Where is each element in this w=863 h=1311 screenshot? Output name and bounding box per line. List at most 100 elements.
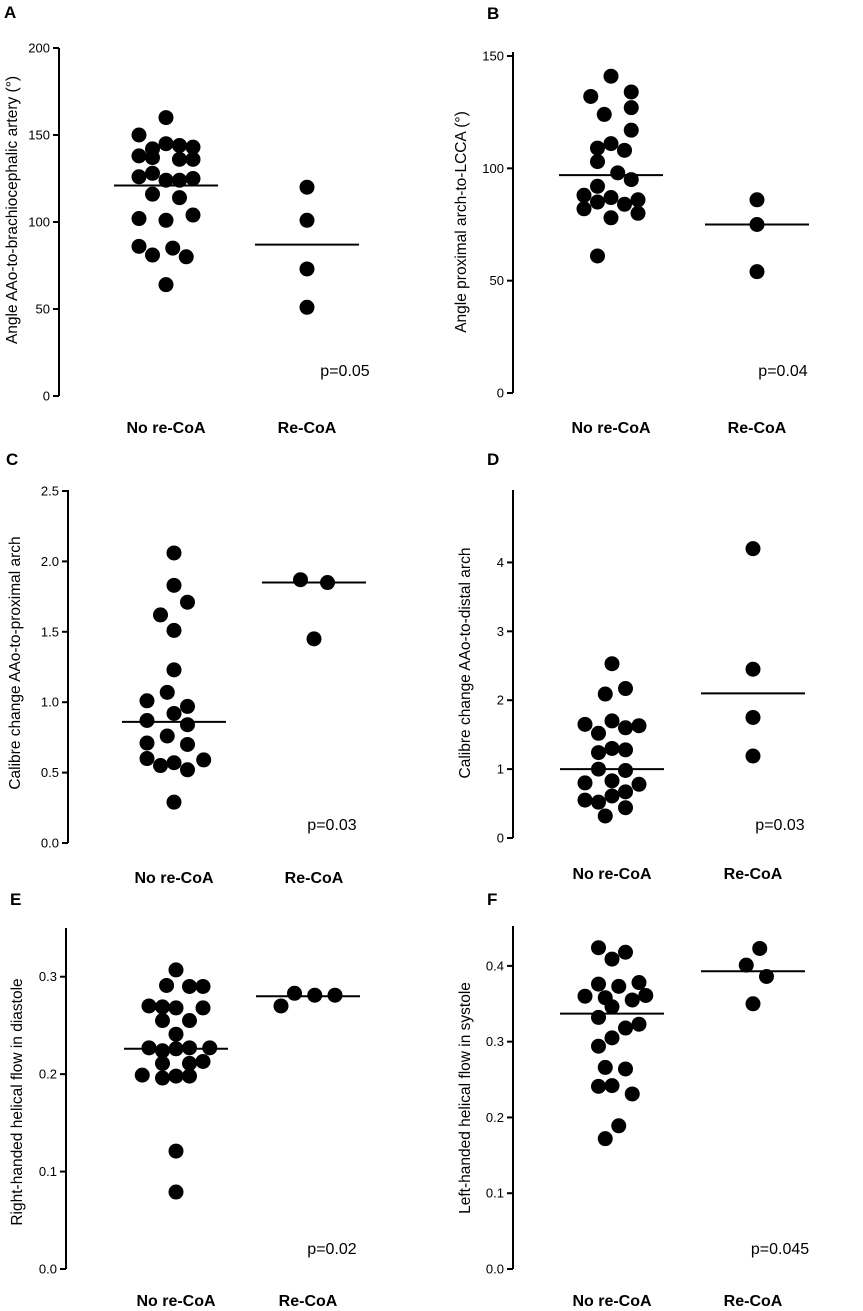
- data-point-no-re-coa: [182, 978, 197, 994]
- data-point-re-coa: [273, 998, 289, 1014]
- y-tick-label-e: 0.0: [39, 1262, 57, 1277]
- data-point-re-coa: [749, 192, 765, 208]
- data-point-re-coa: [299, 212, 315, 228]
- p-value-f: p=0.045: [751, 1241, 809, 1258]
- panel-letter-f: F: [487, 890, 497, 909]
- y-ticks-f: 0.0 0.1 0.2 0.3 0.4: [486, 958, 513, 1277]
- data-point-no-re-coa: [168, 962, 184, 978]
- data-point-no-re-coa: [591, 1078, 606, 1094]
- y-ticks-d: 0 1 2 3 4: [497, 555, 513, 846]
- data-point-no-re-coa: [168, 1143, 184, 1159]
- y-tick-label-e: 0.1: [39, 1164, 57, 1179]
- data-point-no-re-coa: [590, 178, 605, 194]
- y-tick-label-e: 0.2: [39, 1067, 57, 1082]
- data-points-c: [122, 545, 366, 810]
- y-tick-label-f: 0.4: [486, 958, 504, 973]
- y-tick-label-f: 0.1: [486, 1186, 504, 1201]
- data-point-no-re-coa: [166, 545, 182, 561]
- data-point-no-re-coa: [591, 725, 606, 741]
- data-point-no-re-coa: [168, 1026, 184, 1042]
- p-value-e: p=0.02: [307, 1241, 356, 1258]
- data-point-no-re-coa: [159, 977, 175, 993]
- data-point-no-re-coa: [185, 139, 201, 155]
- data-point-no-re-coa: [577, 792, 593, 808]
- data-point-no-re-coa: [155, 1055, 170, 1071]
- data-point-no-re-coa: [597, 1131, 613, 1147]
- y-tick-label-d: 2: [497, 693, 504, 708]
- y-ticks-b: 0 50 100 150: [482, 49, 513, 401]
- y-tick-label-a: 200: [28, 41, 50, 56]
- data-point-no-re-coa: [182, 1055, 197, 1071]
- x-category-label-no-re-coa: No re-CoA: [572, 866, 652, 883]
- panel-letter-c: C: [6, 450, 18, 469]
- data-point-no-re-coa: [139, 735, 155, 751]
- data-point-no-re-coa: [618, 742, 633, 758]
- data-point-no-re-coa: [630, 205, 646, 221]
- y-ticks-c: 0.0 0.5 1.0 1.5 2.0 2.5: [41, 484, 68, 851]
- data-point-no-re-coa: [610, 165, 626, 181]
- data-point-no-re-coa: [195, 978, 211, 994]
- y-tick-label-d: 4: [497, 555, 504, 570]
- data-point-no-re-coa: [577, 775, 593, 791]
- x-category-label-re-coa: Re-CoA: [724, 866, 783, 883]
- data-point-no-re-coa: [597, 686, 613, 702]
- data-point-no-re-coa: [166, 662, 182, 678]
- data-point-no-re-coa: [180, 736, 195, 752]
- x-category-label-re-coa: Re-CoA: [724, 1293, 783, 1310]
- data-point-no-re-coa: [166, 577, 182, 593]
- data-point-no-re-coa: [618, 944, 633, 960]
- data-point-no-re-coa: [182, 1013, 197, 1029]
- y-tick-label-f: 0.2: [486, 1110, 504, 1125]
- data-point-no-re-coa: [185, 171, 201, 186]
- data-point-no-re-coa: [158, 277, 174, 293]
- y-axis-title-d: Calibre change AAo-to-distal arch: [457, 548, 474, 779]
- y-axis-title-e: Right-handed helical flow in diastole: [9, 978, 26, 1225]
- data-point-no-re-coa: [158, 212, 174, 228]
- data-point-no-re-coa: [624, 1086, 640, 1102]
- data-point-no-re-coa: [604, 999, 620, 1015]
- data-point-no-re-coa: [603, 136, 619, 152]
- y-ticks-a: 0 50 100 150 200: [28, 41, 59, 404]
- data-point-no-re-coa: [195, 1053, 211, 1069]
- data-point-no-re-coa: [618, 1061, 633, 1077]
- data-point-no-re-coa: [155, 999, 170, 1015]
- y-axis-title-f: Left-handed helical flow in systole: [457, 982, 474, 1214]
- data-point-no-re-coa: [155, 1070, 170, 1086]
- y-tick-label-c: 0.0: [41, 836, 59, 851]
- data-point-no-re-coa: [591, 794, 606, 810]
- data-point-no-re-coa: [631, 975, 647, 991]
- x-category-label-no-re-coa: No re-CoA: [136, 1293, 216, 1310]
- y-axis-title-c: Calibre change AAo-to-proximal arch: [7, 536, 24, 789]
- data-point-no-re-coa: [166, 622, 182, 638]
- data-point-re-coa: [749, 264, 765, 280]
- data-point-no-re-coa: [631, 718, 647, 734]
- data-point-no-re-coa: [141, 998, 157, 1014]
- p-value-d: p=0.03: [755, 817, 804, 834]
- data-point-re-coa: [752, 940, 768, 956]
- data-point-no-re-coa: [591, 1038, 606, 1054]
- data-point-no-re-coa: [624, 992, 640, 1008]
- data-point-no-re-coa: [623, 100, 639, 116]
- panel-b: B Angle proximal arch-to-LCCA (°) 0 50 100…: [453, 4, 809, 437]
- data-point-no-re-coa: [618, 800, 633, 816]
- data-point-no-re-coa: [591, 745, 606, 761]
- data-point-no-re-coa: [158, 110, 174, 126]
- data-point-no-re-coa: [596, 106, 612, 122]
- y-tick-label-a: 150: [28, 128, 50, 143]
- data-point-no-re-coa: [145, 165, 160, 181]
- panel-letter-b: B: [487, 4, 499, 23]
- data-point-no-re-coa: [631, 1016, 647, 1032]
- data-point-no-re-coa: [617, 196, 632, 212]
- data-point-no-re-coa: [196, 752, 212, 768]
- data-point-no-re-coa: [597, 1059, 613, 1075]
- data-point-no-re-coa: [145, 150, 160, 166]
- data-point-no-re-coa: [131, 238, 147, 254]
- y-tick-label-a: 0: [43, 389, 50, 404]
- p-value-b: p=0.04: [758, 363, 807, 380]
- panel-letter-a: A: [4, 3, 16, 22]
- x-category-label-re-coa: Re-CoA: [728, 420, 787, 437]
- y-tick-label-f: 0.3: [486, 1034, 504, 1049]
- data-point-no-re-coa: [159, 684, 175, 700]
- data-point-no-re-coa: [577, 988, 593, 1004]
- data-point-no-re-coa: [178, 249, 194, 265]
